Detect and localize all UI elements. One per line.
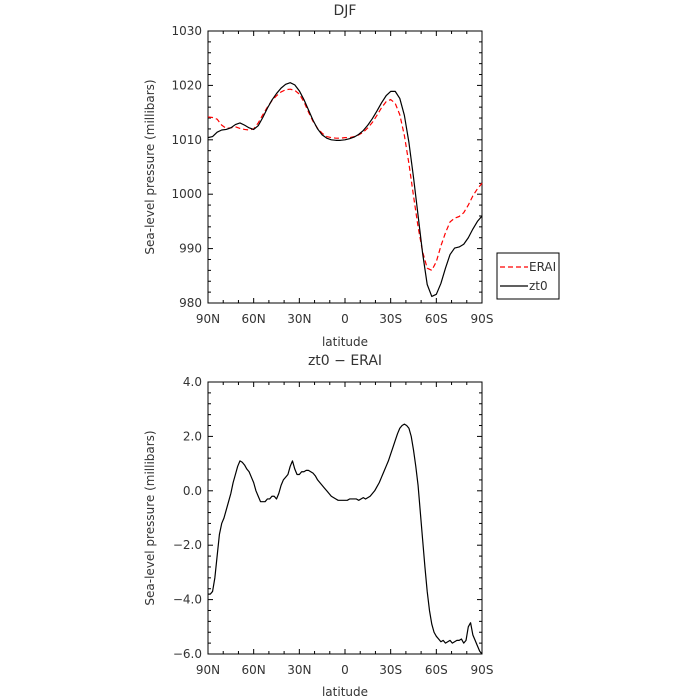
x-tick-label: 60S: [425, 312, 448, 326]
axis-ticks: [207, 381, 483, 655]
y-tick-label: 980: [179, 296, 202, 310]
x-tick-label: 90N: [196, 312, 220, 326]
plot-frame: [207, 381, 483, 655]
x-axis-label: latitude: [322, 685, 368, 699]
x-tick-label: 90S: [471, 663, 494, 677]
y-axis-label: Sea-level pressure (millibars): [143, 430, 157, 605]
x-tick-label: 90S: [471, 312, 494, 326]
y-tick-label: −4.0: [173, 593, 202, 607]
x-tick-labels: 90N 60N 30N 0 30S 60S 90S: [196, 663, 494, 677]
y-axis-label: Sea-level pressure (millibars): [143, 79, 157, 254]
x-axis-label: latitude: [322, 335, 368, 349]
y-tick-label: 1030: [171, 24, 202, 38]
y-tick-labels: −6.0 −4.0 −2.0 0.0 2.0 4.0: [173, 375, 202, 661]
x-tick-label: 30S: [379, 312, 402, 326]
series-lines: [207, 82, 483, 298]
y-tick-label: 2.0: [183, 429, 202, 443]
y-tick-label: 4.0: [183, 375, 202, 389]
x-tick-label: 60N: [242, 663, 266, 677]
y-tick-label: 990: [179, 242, 202, 256]
y-tick-label: 1010: [171, 133, 202, 147]
x-tick-label: 30N: [287, 663, 311, 677]
chart-title: DJF: [334, 3, 357, 19]
series-lines: [208, 423, 483, 655]
y-tick-label: 1000: [171, 187, 202, 201]
x-tick-label: 90N: [196, 663, 220, 677]
pressure-panel: DJF 90N 60N 30N 0 30S 60S 90S 980 990 1000 1010 10…: [143, 3, 560, 349]
legend-box: [496, 252, 560, 300]
x-tick-labels: 90N 60N 30N 0 30S 60S 90S: [196, 312, 494, 326]
x-tick-label: 30N: [287, 312, 311, 326]
legend: ERAI zt0: [496, 252, 560, 300]
y-tick-label: −2.0: [173, 538, 202, 552]
series-line-zt0: [207, 82, 483, 298]
legend-label-zt0: zt0: [529, 279, 548, 293]
y-tick-label: 0.0: [183, 484, 202, 498]
series-line-difference: [208, 423, 483, 655]
legend-label-erai: ERAI: [529, 260, 556, 274]
x-tick-label: 60N: [242, 312, 266, 326]
difference-panel: zt0 − ERAI 90N 60N 30N 0 30S 60S 90S −6.0−4.0−…: [143, 353, 493, 699]
axis-ticks: [207, 30, 483, 304]
x-tick-label: 0: [341, 312, 349, 326]
y-tick-labels: 980 990 1000 1010 1020 1030: [171, 24, 202, 310]
x-tick-label: 60S: [425, 663, 448, 677]
x-tick-label: 0: [341, 663, 349, 677]
y-tick-label: 1020: [171, 78, 202, 92]
plot-frame: [207, 30, 483, 304]
y-tick-label: −6.0: [173, 647, 202, 661]
chart-title: zt0 − ERAI: [308, 353, 382, 369]
series-line-erai: [207, 88, 483, 271]
x-tick-label: 30S: [379, 663, 402, 677]
